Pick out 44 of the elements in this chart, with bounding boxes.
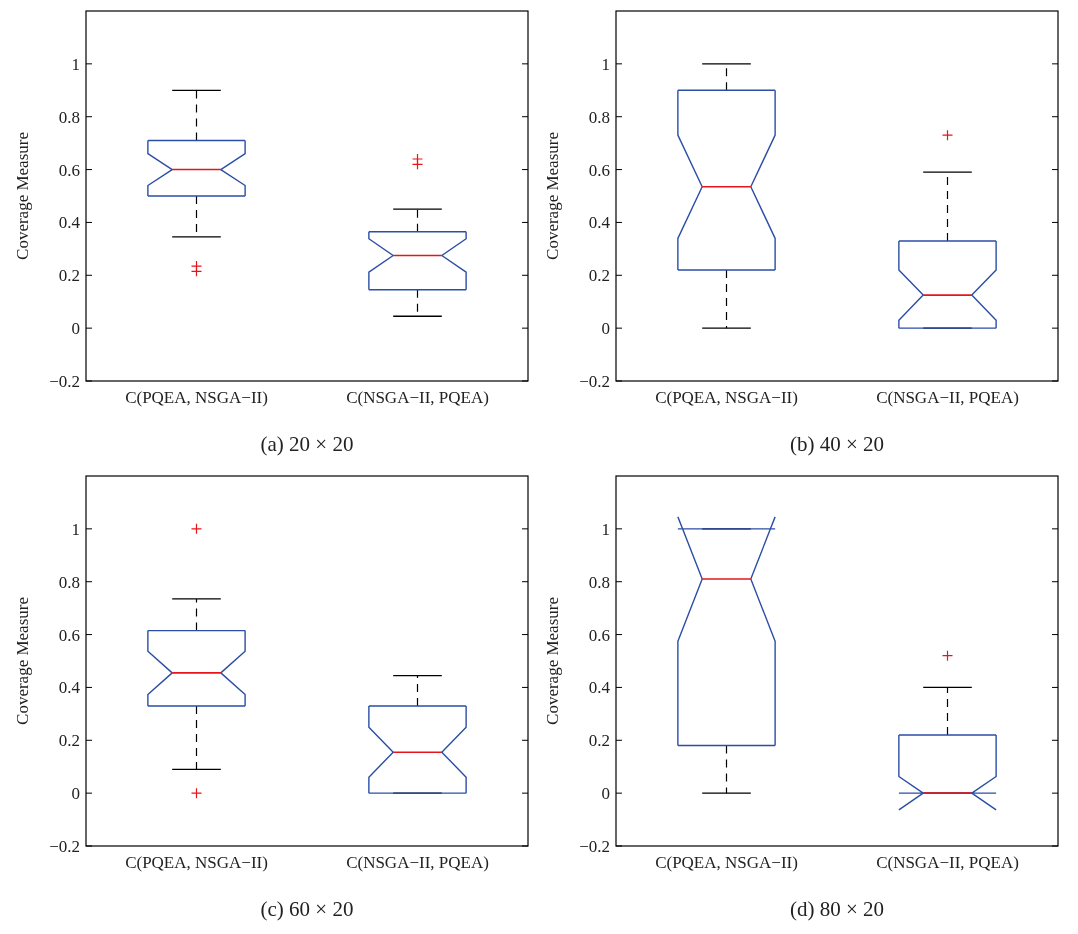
y-tick-label: 0.6 bbox=[588, 625, 610, 645]
text: (b) 40 × 20 bbox=[789, 432, 885, 456]
y-tick-label: 1 bbox=[601, 54, 610, 74]
y-tick-label: 1 bbox=[71, 519, 80, 539]
y-tick-label: 0.4 bbox=[58, 678, 81, 698]
y-tick-label: 0.8 bbox=[588, 107, 610, 127]
y-tick-label: 0.2 bbox=[58, 266, 80, 286]
y-tick-label: 0.2 bbox=[58, 731, 80, 751]
y-tick-label: 1 bbox=[71, 54, 80, 74]
x-tick-label: C(NSGA−II, PQEA) bbox=[876, 853, 1019, 872]
y-axis-title: Coverage Measure bbox=[543, 597, 562, 725]
x-tick-label: C(PQEA, NSGA−II) bbox=[655, 853, 798, 872]
y-tick-label: 0 bbox=[71, 784, 80, 804]
text: (d) 80 × 20 bbox=[789, 897, 885, 921]
y-tick-label: 0 bbox=[601, 784, 610, 804]
y-tick-label: 1 bbox=[601, 519, 610, 539]
y-tick-label: 0.4 bbox=[58, 213, 81, 233]
x-tick-label: C(PQEA, NSGA−II) bbox=[655, 388, 798, 407]
y-tick-label: 0.8 bbox=[588, 572, 610, 592]
y-tick-label: 0.4 bbox=[588, 213, 611, 233]
y-axis-title: Coverage Measure bbox=[13, 132, 32, 260]
y-axis-title: Coverage Measure bbox=[543, 132, 562, 260]
y-tick-label: 0.6 bbox=[58, 160, 80, 180]
text: (c) 60 × 20 bbox=[260, 897, 354, 921]
x-tick-label: C(PQEA, NSGA−II) bbox=[125, 853, 268, 872]
y-tick-label: 0.2 bbox=[588, 266, 610, 286]
y-tick-label: 0.8 bbox=[58, 572, 80, 592]
x-tick-label: C(NSGA−II, PQEA) bbox=[346, 388, 489, 407]
x-tick-label: C(PQEA, NSGA−II) bbox=[125, 388, 268, 407]
y-tick-label: 0 bbox=[601, 319, 610, 339]
y-tick-label: −0.2 bbox=[49, 371, 80, 391]
y-tick-label: 0.6 bbox=[58, 625, 80, 645]
y-tick-label: 0.8 bbox=[58, 107, 80, 127]
y-tick-label: 0.2 bbox=[588, 731, 610, 751]
y-tick-label: −0.2 bbox=[579, 836, 610, 856]
y-tick-label: −0.2 bbox=[49, 836, 80, 856]
x-tick-label: C(NSGA−II, PQEA) bbox=[876, 388, 1019, 407]
y-tick-label: 0 bbox=[71, 319, 80, 339]
y-axis-title: Coverage Measure bbox=[13, 597, 32, 725]
y-tick-label: 0.4 bbox=[588, 678, 611, 698]
x-tick-label: C(NSGA−II, PQEA) bbox=[346, 853, 489, 872]
text: (a) 20 × 20 bbox=[260, 432, 354, 456]
y-tick-label: 0.6 bbox=[588, 160, 610, 180]
y-tick-label: −0.2 bbox=[579, 371, 610, 391]
